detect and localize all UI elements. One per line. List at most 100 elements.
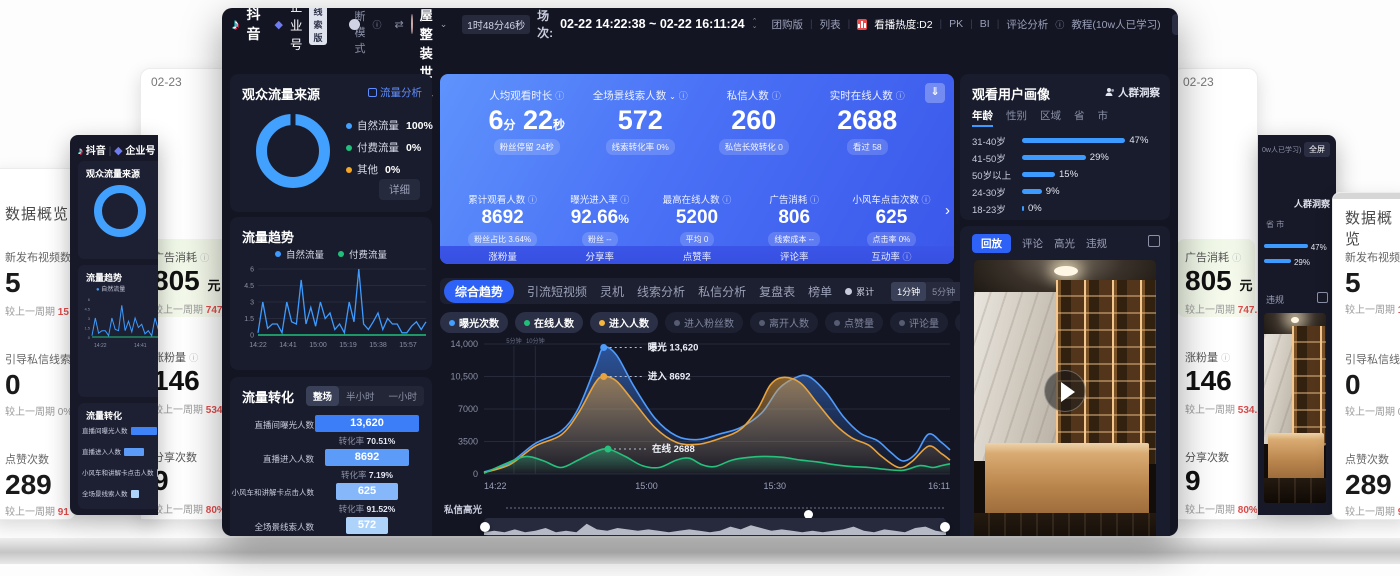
chip-impressions[interactable]: 曝光次数 <box>440 312 508 333</box>
tab-province[interactable]: 省 <box>1074 110 1085 122</box>
detail-button[interactable]: 详细 <box>379 179 420 200</box>
tab-replay[interactable]: 回放 <box>972 234 1011 253</box>
svg-text:14:41: 14:41 <box>279 342 297 349</box>
range-handle-left[interactable] <box>480 522 490 532</box>
tab-short-videos[interactable]: 引流短视频 <box>527 284 588 299</box>
highlighted-metric-card[interactable] <box>145 239 229 317</box>
highlighted-metric-card[interactable] <box>1177 239 1255 317</box>
tab-message-analysis[interactable]: 私信分析 <box>698 284 747 299</box>
tab-review[interactable]: 复盘表 <box>759 284 796 299</box>
tab-highlights[interactable]: 高光 <box>1054 238 1075 250</box>
conversion-rate: 转化率 7.19% <box>341 470 393 480</box>
kpi-row-1: 人均观看时长 ⓘ 6分 22秒 粉丝停留 24秒 全场景线索人数 ⌄ ⓘ 572… <box>470 88 924 155</box>
next-metrics-icon[interactable]: › <box>945 202 950 219</box>
stat-value: 289 <box>5 469 52 500</box>
tab-whole-session[interactable]: 整场 <box>305 386 339 406</box>
tab-gender[interactable]: 性别 <box>1006 110 1027 122</box>
range-handle-right[interactable] <box>940 522 950 532</box>
card-title: 流量趋势 <box>242 230 295 245</box>
window-edge <box>1333 193 1400 199</box>
svg-text:16:11: 16:11 <box>928 481 950 491</box>
time-range-selector[interactable] <box>480 518 950 536</box>
card-title: 观众流量来源 <box>242 87 321 102</box>
nav-bi[interactable]: BI <box>979 18 990 30</box>
download-icon[interactable]: ⇓ <box>925 83 945 103</box>
tab-1min[interactable]: 1分钟 <box>891 281 927 301</box>
stat-label: 点赞次数 <box>1345 454 1389 466</box>
people-icon <box>1105 88 1115 96</box>
stat-value: 805 元 <box>153 265 221 296</box>
legend-item: 付费流量 <box>338 247 387 261</box>
douyin-logo-icon: ♪ <box>232 15 240 33</box>
chip-fan-entries[interactable]: 进入粉丝数 <box>665 312 743 333</box>
desk-surface <box>0 538 1400 564</box>
tab-lingji[interactable]: 灵机 <box>600 284 625 299</box>
chip-likes[interactable]: 点赞量 <box>825 312 883 333</box>
nav-heat[interactable]: 看播热度:D2 <box>874 18 933 31</box>
window-live-dashboard-mini-right: 0w人已学习) 全屏 人群洞察 省 市 47% 29% 违规 <box>1258 135 1336 515</box>
replay-video[interactable] <box>1264 313 1326 503</box>
tab-lead-analysis[interactable]: 线索分析 <box>637 284 686 299</box>
showroom-scene <box>974 260 1156 536</box>
tab-violations[interactable]: 违规 <box>1086 238 1107 250</box>
page-title: 数据概览 <box>1345 210 1394 248</box>
card-traffic-funnel: 流量转化 整场 半小时 一小时 直播间曝光人数 13,620 转化率 70.51%… <box>230 377 432 536</box>
replay-video[interactable] <box>974 260 1156 536</box>
tab-comments[interactable]: 评论 <box>1022 238 1043 250</box>
tab-city[interactable]: 市 <box>1097 110 1109 122</box>
traffic-analysis-link[interactable]: 流量分析 <box>368 85 422 100</box>
donut-chart <box>94 185 146 237</box>
tab-half-hour[interactable]: 半小时 <box>345 392 375 403</box>
nav-comment-analysis[interactable]: 评论分析 <box>1006 18 1049 31</box>
kpi-row-2: 累计观看人数 ⓘ 8692 粉丝占比 3.64% 曝光进入率 ⓘ 92.66% 粉丝 -… <box>454 192 940 247</box>
tab-region[interactable]: 区域 <box>1040 110 1061 122</box>
stat-delta: 较上一周期 15 <box>5 307 69 318</box>
chevron-down-icon[interactable]: ⌄ <box>439 18 448 29</box>
fullscreen-button[interactable]: 全屏 <box>1171 13 1178 35</box>
nav-list[interactable]: 列表 <box>819 18 841 31</box>
session-switch-icon[interactable]: ⌃ ⌄ <box>751 18 758 30</box>
switch-account-icon[interactable]: ⇄ <box>394 18 404 31</box>
svg-text:在线 2688: 在线 2688 <box>652 443 695 455</box>
expand-icon[interactable] <box>1317 292 1328 303</box>
kpi-entry-rate: 曝光进入率 ⓘ 92.66% 粉丝 -- <box>551 192 648 247</box>
stat-value: 289 <box>1345 469 1392 500</box>
highlight-timeline[interactable] <box>506 507 944 519</box>
avatar[interactable] <box>410 14 413 34</box>
play-button[interactable] <box>1044 369 1086 412</box>
stat-label: 涨粉量 ⓘ <box>1185 352 1231 364</box>
nav-tutorial[interactable]: 教程(10w人已学习) <box>1071 18 1161 31</box>
fullscreen-button[interactable]: 全屏 <box>1304 142 1330 157</box>
enterprise-icon: ◆ <box>274 18 283 31</box>
age-bar-row: 18-23岁 0% <box>972 203 1042 216</box>
tab-one-hour[interactable]: 一小时 <box>388 392 417 403</box>
svg-text:15:38: 15:38 <box>369 342 387 349</box>
card-traffic-source: 观众流量来源 <box>78 161 158 259</box>
tab-overall-trend[interactable]: 综合趋势 <box>444 279 515 303</box>
aggregate-toggle[interactable]: 累计 <box>845 285 874 298</box>
funnel-step: 直播进入人数 8692 <box>230 449 432 467</box>
card-funnel: 流量转化 直播间曝光人数 直播进入人数 小风车和讲解卡点击人数 全场景线索人数 <box>78 403 158 509</box>
nav-pk[interactable]: PK <box>949 18 964 30</box>
nav-group-buy[interactable]: 团购版 <box>771 18 803 31</box>
tutorial-icon: ⓘ <box>1055 19 1065 30</box>
card-traffic-trend: 流量趋势 自然流量 付费流量 6 4.5 3 1.5 0 14:22 14:41 15:00 1… <box>230 217 432 370</box>
chip-entries[interactable]: 进入人数 <box>590 312 658 333</box>
chip-leaves[interactable]: 离开人数 <box>750 312 818 333</box>
highlight-marker[interactable] <box>804 510 813 519</box>
chip-online[interactable]: 在线人数 <box>515 312 583 333</box>
tab-ranking[interactable]: 榜单 <box>808 284 833 299</box>
date-label: 02-23 <box>151 75 182 89</box>
card-traffic-source: 观众流量来源 流量分析 自然流量 100% 付费流量 0% 其他 0% 详细 <box>230 74 433 212</box>
legend: 自然流量 100% 付费流量 0% 其他 0% <box>346 118 433 184</box>
stat-delta: 较上一周期 534. <box>153 405 226 416</box>
tab-5min[interactable]: 5分钟 <box>932 286 956 297</box>
tab-age[interactable]: 年龄 <box>972 108 993 127</box>
stat-delta: 较上一周期 80% <box>1185 505 1258 516</box>
audience-insight-link[interactable]: 人群洞察 <box>1293 199 1330 209</box>
audience-insight-link[interactable]: 人群洞察 <box>1105 85 1160 100</box>
expand-video-icon[interactable] <box>1148 235 1160 247</box>
chip-comments[interactable]: 评论量 <box>890 312 948 333</box>
svg-text:进入 8692: 进入 8692 <box>648 371 691 383</box>
